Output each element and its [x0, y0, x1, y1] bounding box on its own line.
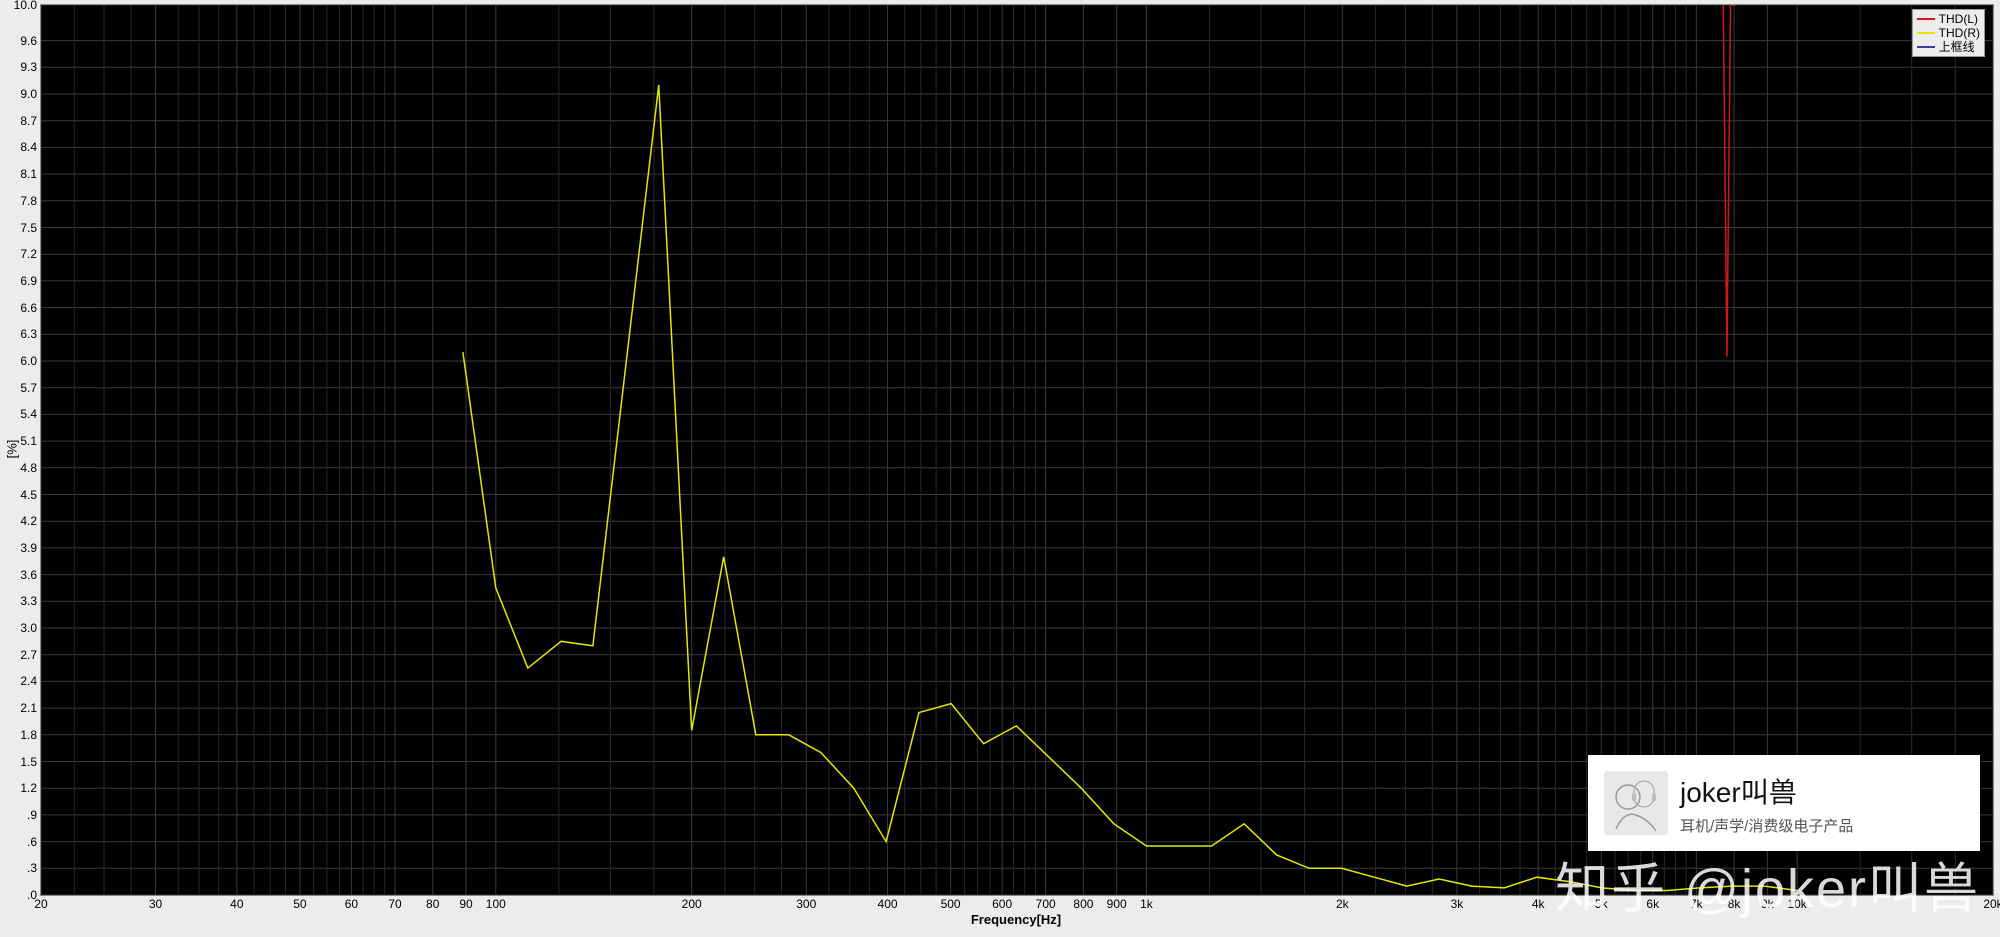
legend-item: THD(R): [1917, 26, 1980, 40]
y-axis-label: [%]: [5, 440, 20, 459]
y-tick-label: 6.9: [20, 274, 37, 288]
y-tick-label: 9.3: [20, 60, 37, 74]
y-tick-label: 5.4: [20, 407, 37, 421]
x-tick-label: 20: [34, 897, 47, 911]
author-subtitle: 耳机/声学/消费级电子产品: [1680, 815, 1853, 836]
x-axis-label: Frequency[Hz]: [971, 912, 1061, 927]
author-avatar: [1604, 771, 1668, 835]
x-tick-label: 300: [796, 897, 816, 911]
legend-label: 上框线: [1939, 40, 1975, 54]
x-tick-label: 40: [230, 897, 243, 911]
x-tick-label: 70: [388, 897, 401, 911]
x-tick-label: 600: [992, 897, 1012, 911]
x-tick-label: 400: [878, 897, 898, 911]
y-tick-label: 4.8: [20, 461, 37, 475]
y-tick-label: 1.8: [20, 728, 37, 742]
y-tick-label: 3.3: [20, 594, 37, 608]
y-tick-label: 7.2: [20, 247, 37, 261]
y-tick-label: 9.0: [20, 87, 37, 101]
x-tick-label: 30: [149, 897, 162, 911]
x-tick-label: 2k: [1336, 897, 1349, 911]
legend-item: THD(L): [1917, 12, 1980, 26]
x-tick-label: 800: [1073, 897, 1093, 911]
y-tick-label: 1.2: [20, 781, 37, 795]
y-tick-label: 9.6: [20, 34, 37, 48]
x-tick-label: 200: [682, 897, 702, 911]
x-tick-label: 4k: [1532, 897, 1545, 911]
y-tick-label: .9: [27, 808, 37, 822]
author-card: joker叫兽 耳机/声学/消费级电子产品: [1588, 755, 1980, 851]
y-tick-label: 10.0: [14, 0, 37, 12]
legend-item: 上框线: [1917, 40, 1980, 54]
y-tick-label: 6.3: [20, 327, 37, 341]
y-tick-label: 8.1: [20, 167, 37, 181]
y-tick-label: 8.7: [20, 114, 37, 128]
y-tick-label: 3.6: [20, 568, 37, 582]
y-tick-label: 2.7: [20, 648, 37, 662]
author-name: joker叫兽: [1680, 771, 1853, 811]
x-tick-label: 3k: [1451, 897, 1464, 911]
y-tick-label: 6.0: [20, 354, 37, 368]
y-tick-label: 2.1: [20, 701, 37, 715]
watermark-text: 知乎 @joker叫兽: [1555, 844, 1980, 923]
y-tick-label: 2.4: [20, 674, 37, 688]
y-tick-label: 7.8: [20, 194, 37, 208]
legend-label: THD(R): [1939, 26, 1980, 40]
legend-label: THD(L): [1939, 12, 1978, 26]
y-tick-label: 4.5: [20, 488, 37, 502]
y-tick-label: 5.7: [20, 381, 37, 395]
x-tick-label: 700: [1036, 897, 1056, 911]
y-tick-label: 6.6: [20, 301, 37, 315]
x-tick-label: 80: [426, 897, 439, 911]
x-tick-label: 500: [941, 897, 961, 911]
y-tick-label: 5.1: [20, 434, 37, 448]
legend: THD(L)THD(R)上框线: [1912, 9, 1985, 57]
x-tick-label: 100: [486, 897, 506, 911]
legend-swatch: [1917, 18, 1935, 20]
y-tick-label: .3: [27, 861, 37, 875]
x-tick-label: 60: [345, 897, 358, 911]
legend-swatch: [1917, 32, 1935, 34]
y-tick-label: 7.5: [20, 221, 37, 235]
y-tick-label: 1.5: [20, 755, 37, 769]
x-tick-label: 1k: [1140, 897, 1153, 911]
x-tick-label: 900: [1107, 897, 1127, 911]
x-tick-label: 90: [459, 897, 472, 911]
y-tick-label: .6: [27, 835, 37, 849]
legend-swatch: [1917, 46, 1935, 48]
y-tick-label: 4.2: [20, 514, 37, 528]
x-tick-label: 20k: [1983, 897, 2000, 911]
y-tick-label: 3.9: [20, 541, 37, 555]
y-tick-label: 8.4: [20, 140, 37, 154]
y-tick-label: 3.0: [20, 621, 37, 635]
x-tick-label: 50: [293, 897, 306, 911]
